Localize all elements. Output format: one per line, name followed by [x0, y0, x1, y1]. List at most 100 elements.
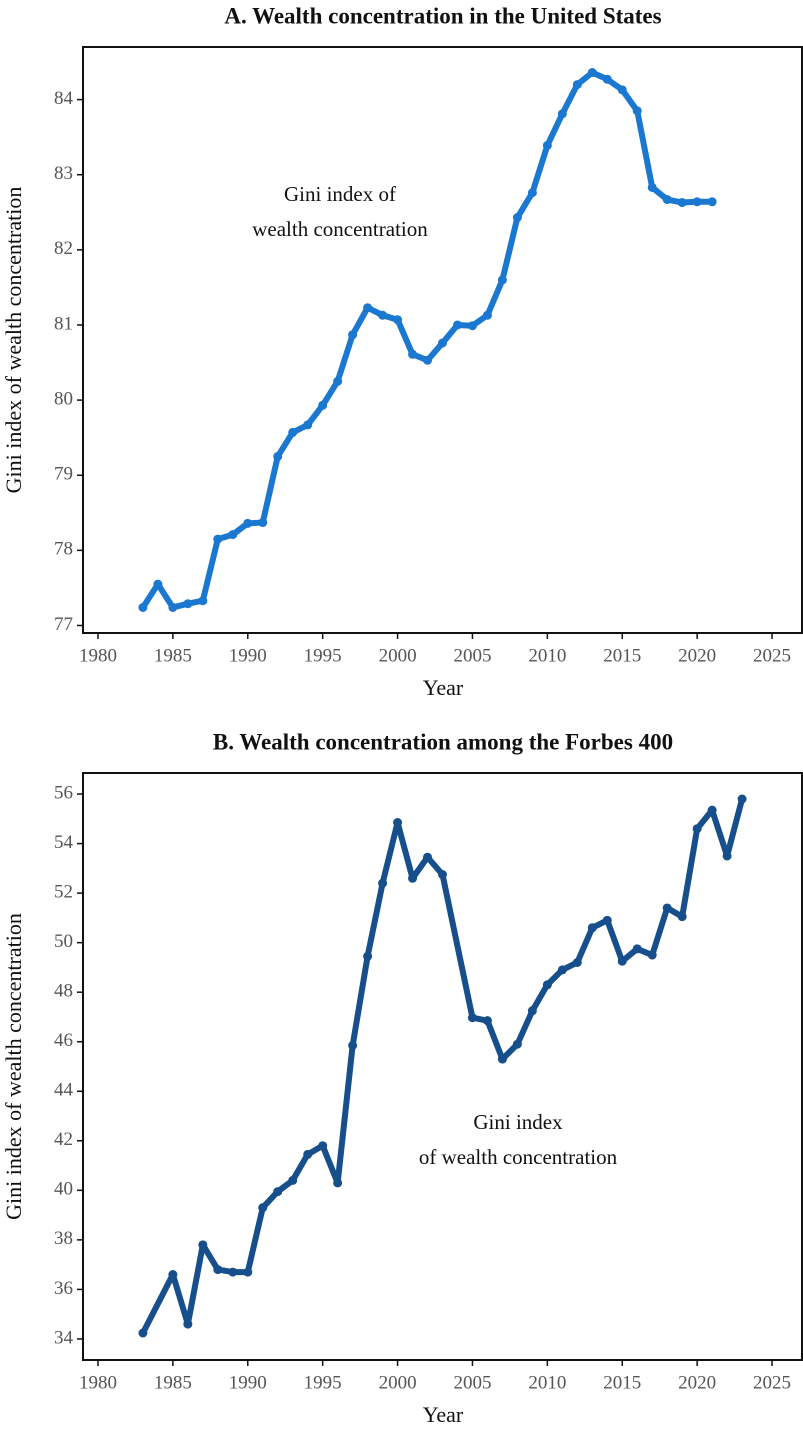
- data-point: [572, 80, 582, 90]
- data-point: [632, 106, 642, 116]
- x-axis-label: Year: [423, 675, 464, 700]
- data-point: [482, 1016, 492, 1026]
- data-point: [213, 1265, 223, 1275]
- x-tick-label: 2010: [528, 645, 566, 666]
- x-axis-label: Year: [423, 1402, 464, 1427]
- annotation: wealth concentration: [252, 217, 428, 241]
- data-point: [662, 903, 672, 913]
- y-tick-label: 78: [54, 539, 73, 560]
- data-point: [183, 599, 193, 609]
- data-point: [602, 74, 612, 84]
- y-tick-label: 77: [54, 614, 73, 635]
- data-point: [647, 182, 657, 192]
- data-point: [318, 400, 328, 410]
- data-point: [138, 602, 148, 612]
- data-point: [408, 873, 418, 883]
- x-tick-label: 1990: [229, 645, 267, 666]
- y-tick-label: 50: [54, 931, 73, 952]
- data-point: [138, 1328, 148, 1338]
- data-point: [243, 1267, 253, 1277]
- y-tick-label: 42: [54, 1129, 73, 1150]
- annotation: Gini index of: [284, 182, 396, 206]
- y-tick-label: 80: [54, 388, 73, 409]
- data-point: [542, 980, 552, 990]
- data-point: [647, 950, 657, 960]
- data-point: [452, 320, 462, 330]
- data-point: [467, 321, 477, 331]
- x-tick-label: 1995: [304, 1372, 342, 1393]
- data-point: [692, 824, 702, 834]
- data-point: [258, 518, 268, 528]
- data-point: [213, 534, 223, 544]
- data-point: [617, 85, 627, 95]
- data-point: [363, 951, 373, 961]
- y-tick-label: 46: [54, 1030, 73, 1051]
- data-point: [423, 852, 433, 862]
- x-tick-label: 2025: [753, 645, 791, 666]
- data-point: [363, 303, 373, 313]
- annotation: of wealth concentration: [419, 1145, 618, 1169]
- y-tick-label: 81: [54, 313, 73, 334]
- data-point: [707, 805, 717, 815]
- y-tick-label: 34: [54, 1327, 74, 1348]
- y-axis-label: Gini index of wealth concentration: [1, 187, 26, 494]
- data-point: [333, 376, 343, 386]
- data-point: [677, 912, 687, 922]
- data-point: [198, 1240, 208, 1250]
- data-point: [348, 330, 358, 340]
- chart-title: B. Wealth concentration among the Forbes…: [213, 729, 673, 754]
- y-tick-label: 83: [54, 163, 73, 184]
- plot-frame: [82, 772, 803, 1361]
- x-tick-label: 2005: [453, 1372, 491, 1393]
- x-tick-label: 2010: [528, 1372, 566, 1393]
- data-point: [587, 923, 597, 933]
- data-point: [557, 109, 567, 119]
- data-point: [168, 602, 178, 612]
- data-point: [318, 1141, 328, 1151]
- data-point: [438, 338, 447, 348]
- x-tick-label: 1985: [154, 1372, 192, 1393]
- data-point: [542, 140, 552, 150]
- x-tick-label: 2015: [603, 645, 641, 666]
- x-tick-label: 1980: [79, 645, 117, 666]
- x-tick-label: 1995: [304, 645, 342, 666]
- chart-title: A. Wealth concentration in the United St…: [224, 3, 661, 28]
- y-tick-label: 52: [54, 881, 73, 902]
- data-point: [572, 957, 582, 967]
- data-point: [303, 420, 313, 430]
- data-point: [482, 310, 492, 320]
- data-point: [662, 195, 672, 205]
- y-tick-label: 48: [54, 981, 73, 1002]
- data-point: [348, 1040, 358, 1050]
- data-point: [737, 794, 747, 804]
- data-point: [587, 68, 597, 78]
- data-point: [183, 1319, 193, 1329]
- data-point: [497, 275, 507, 285]
- data-point: [333, 1178, 343, 1188]
- x-tick-label: 2000: [379, 1372, 417, 1393]
- data-point: [408, 349, 418, 359]
- data-point: [303, 1149, 313, 1159]
- y-tick-label: 40: [54, 1179, 73, 1200]
- data-point: [602, 915, 612, 925]
- data-point: [288, 427, 298, 437]
- data-point: [467, 1013, 477, 1023]
- data-point: [707, 197, 717, 207]
- x-tick-label: 2005: [453, 645, 491, 666]
- y-axis-label: Gini index of wealth concentration: [1, 913, 26, 1220]
- data-point: [438, 870, 447, 880]
- x-tick-label: 2000: [379, 645, 417, 666]
- plot-frame: [82, 46, 803, 634]
- y-tick-label: 44: [54, 1080, 74, 1101]
- y-tick-label: 38: [54, 1228, 73, 1249]
- data-point: [722, 851, 732, 861]
- data-point: [423, 355, 433, 365]
- data-point: [228, 530, 238, 540]
- data-point: [617, 956, 627, 966]
- x-tick-label: 1990: [229, 1372, 267, 1393]
- data-point: [258, 1203, 268, 1213]
- data-point: [557, 965, 567, 975]
- data-point: [527, 1006, 537, 1016]
- data-point: [243, 518, 253, 528]
